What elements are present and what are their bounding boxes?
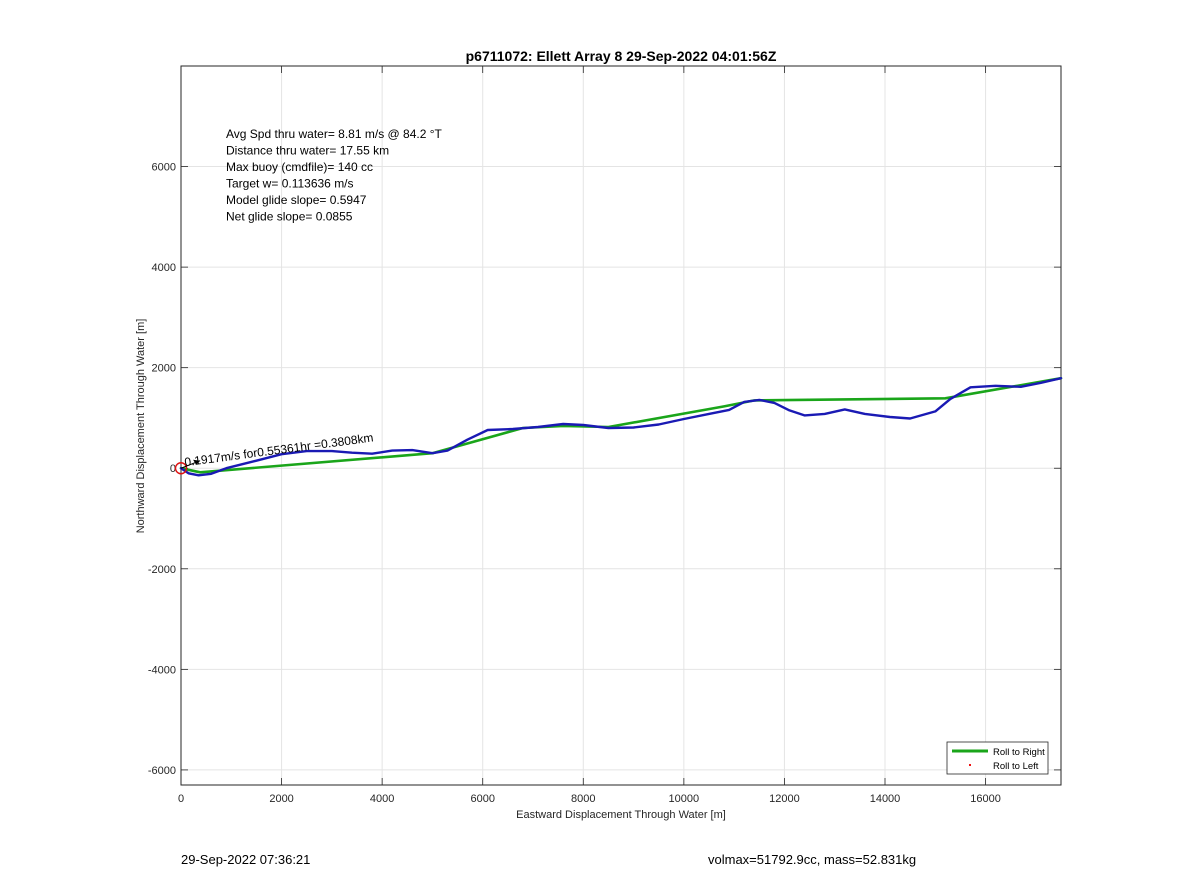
y-tick-label: -2000 bbox=[148, 564, 176, 576]
y-tick-label: 2000 bbox=[152, 363, 176, 375]
legend-box bbox=[946, 741, 1049, 775]
footer-params: volmax=51792.9cc, mass=52.831kg bbox=[708, 852, 917, 867]
stats-line: Distance thru water= 17.55 km bbox=[226, 144, 389, 158]
x-tick-label: 6000 bbox=[470, 793, 494, 805]
stats-line: Avg Spd thru water= 8.81 m/s @ 84.2 °T bbox=[226, 127, 443, 141]
axes: 0 2000 4000 6000 8000 10000 12000 14000 16000 -60… bbox=[148, 65, 1062, 805]
y-tick-label: -6000 bbox=[148, 765, 176, 777]
stats-line: Max buoy (cmdfile)= 140 cc bbox=[226, 160, 373, 174]
legend-label-roll-left: Roll to Left bbox=[993, 761, 1039, 772]
y-tick-label: 6000 bbox=[152, 162, 176, 174]
stats-line: Net glide slope= 0.0855 bbox=[226, 210, 353, 224]
chart-title: p6711072: Ellett Array 8 29-Sep-2022 04:… bbox=[466, 48, 777, 64]
footer-timestamp: 29-Sep-2022 07:36:21 bbox=[181, 852, 311, 867]
start-marker bbox=[174, 462, 188, 475]
x-tick-label: 4000 bbox=[370, 793, 394, 805]
current-arrow-head bbox=[193, 459, 201, 465]
x-tick-label: 16000 bbox=[970, 793, 1001, 805]
y-tick-label: -4000 bbox=[148, 664, 176, 676]
x-tick-label: 0 bbox=[178, 793, 184, 805]
x-tick-label: 14000 bbox=[870, 793, 901, 805]
stats-line: Target w= 0.113636 m/s bbox=[226, 177, 354, 191]
stats-line: Model glide slope= 0.5947 bbox=[226, 193, 367, 207]
track-line bbox=[179, 377, 1063, 477]
legend: Roll to Right Roll to Left bbox=[946, 741, 1049, 775]
y-axis-label: Northward Displacement Through Water [m] bbox=[135, 319, 147, 534]
legend-swatch-roll-left bbox=[969, 764, 971, 766]
x-tick-label: 12000 bbox=[769, 793, 800, 805]
x-axis-label: Eastward Displacement Through Water [m] bbox=[516, 809, 726, 821]
x-tick-label: 10000 bbox=[669, 793, 700, 805]
x-tick-label: 8000 bbox=[571, 793, 595, 805]
y-tick-label: 0 bbox=[170, 463, 176, 475]
legend-label-roll-right: Roll to Right bbox=[993, 747, 1045, 758]
x-tick-label: 2000 bbox=[269, 793, 293, 805]
y-tick-label: 4000 bbox=[152, 262, 176, 274]
axes-box bbox=[180, 65, 1062, 786]
plot-series bbox=[179, 376, 1063, 477]
